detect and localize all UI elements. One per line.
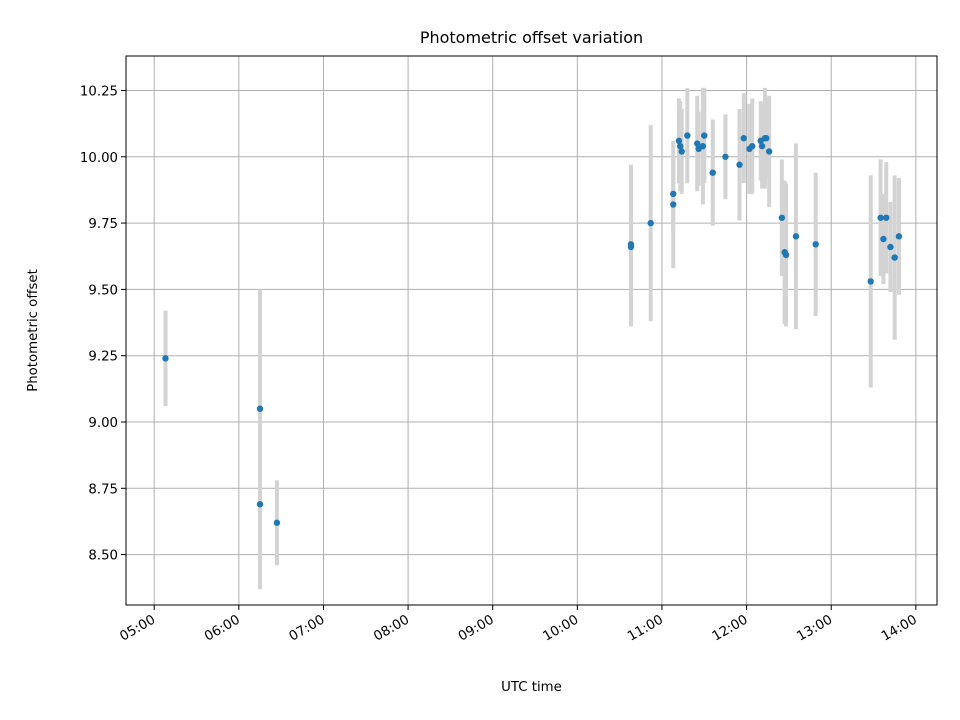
y-axis-label: Photometric offset <box>26 269 41 392</box>
grid <box>126 56 937 605</box>
x-tick-label: 07:00 <box>287 612 328 644</box>
data-point <box>670 201 677 208</box>
data-point <box>709 169 716 176</box>
data-point <box>765 148 773 155</box>
x-tick-label: 11:00 <box>625 612 666 644</box>
data-points <box>162 132 903 526</box>
x-tick-label: 08:00 <box>371 612 412 644</box>
data-point <box>763 135 770 142</box>
y-tick-label: 10.25 <box>80 84 118 99</box>
x-tick-label: 12:00 <box>710 612 751 644</box>
data-point <box>694 140 701 147</box>
x-axis-ticks: 05:00 06:00 07:00 08:00 09:00 10:00 11:00 12:00… <box>118 605 920 645</box>
data-point <box>740 135 747 142</box>
y-tick-label: 8.75 <box>88 482 118 497</box>
data-point <box>782 251 790 259</box>
data-point <box>880 235 887 243</box>
data-point <box>678 148 685 155</box>
data-point <box>877 214 884 221</box>
plot-frame <box>125 55 938 606</box>
x-tick-label: 06:00 <box>202 612 243 644</box>
data-point <box>867 278 874 285</box>
y-axis-ticks: 8.50 8.75 9.00 9.25 9.50 9.75 10.00 10.25 <box>80 84 126 564</box>
data-point <box>675 137 683 145</box>
data-point <box>887 243 894 251</box>
data-point <box>699 142 707 150</box>
y-tick-label: 10.00 <box>80 151 118 166</box>
data-point <box>256 501 264 508</box>
chart-title: Photometric offset variation <box>420 28 643 47</box>
x-tick-label: 14:00 <box>879 612 920 644</box>
y-tick-label: 9.50 <box>88 283 118 298</box>
data-point <box>758 142 766 150</box>
x-tick-label: 05:00 <box>118 612 159 644</box>
data-point <box>883 214 890 221</box>
data-point <box>812 241 819 248</box>
data-point <box>895 233 903 240</box>
data-point <box>736 161 743 168</box>
data-point <box>162 355 169 362</box>
data-point <box>749 142 756 150</box>
y-tick-label: 9.25 <box>88 350 118 365</box>
x-axis-label: UTC time <box>501 680 562 695</box>
data-point <box>670 190 677 198</box>
y-tick-label: 8.50 <box>88 549 118 564</box>
x-tick-label: 13:00 <box>795 612 836 644</box>
data-point <box>647 219 654 227</box>
data-point <box>627 243 635 251</box>
data-point <box>792 233 800 240</box>
data-point <box>701 132 708 139</box>
data-point <box>684 132 691 139</box>
data-point <box>273 519 281 526</box>
data-point <box>778 214 786 221</box>
data-point <box>722 153 729 160</box>
y-tick-label: 9.00 <box>88 416 118 431</box>
y-tick-label: 9.75 <box>88 217 118 232</box>
x-tick-label: 09:00 <box>456 612 497 644</box>
data-point <box>256 405 264 412</box>
error-bars <box>163 87 901 590</box>
data-point <box>891 254 898 261</box>
x-tick-label: 10:00 <box>541 612 582 644</box>
data-point <box>677 142 684 150</box>
